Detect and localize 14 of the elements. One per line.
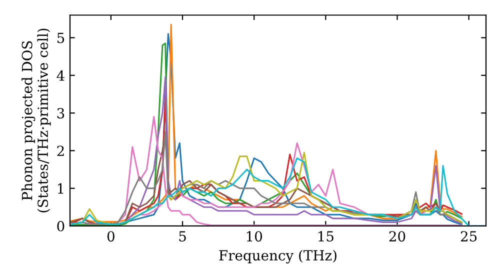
y-tick-label: 3: [57, 108, 64, 118]
y-tick-label: 1: [58, 183, 64, 194]
x-tick-label: 15: [318, 231, 334, 242]
x-tick-label: 5: [179, 231, 186, 242]
x-axis-title: Frequency (THz): [219, 250, 336, 264]
y-tick-label: 4: [56, 70, 64, 81]
x-tick-label: 10: [246, 231, 262, 242]
y-tick-label: 0: [57, 220, 64, 232]
y-tick-label: 5: [57, 32, 64, 44]
y-tick-label: 2: [57, 146, 64, 156]
x-tick-label: 0: [107, 231, 114, 242]
x-tick-label: 25: [460, 231, 477, 242]
x-tick-label: 20: [389, 231, 406, 242]
y-axis-title: Phonon projected DOS (States/THz·primitive cell): [22, 28, 51, 212]
